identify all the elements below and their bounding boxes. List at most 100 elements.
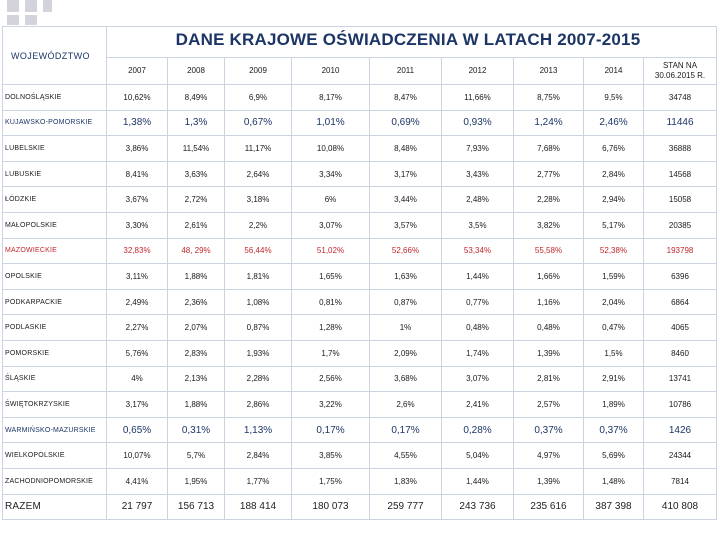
region-name: POMORSKIE xyxy=(2,339,107,367)
region-name: PODLASKIE xyxy=(2,314,107,341)
year-header: 2010 xyxy=(291,57,370,85)
percentage-cell: 0,69% xyxy=(369,109,442,137)
percentage-cell: 1,44% xyxy=(441,263,514,290)
table-row: MAŁOPOLSKIE 3,30% 2,61% 2,2% 3,07% 3,57% 3,5% 3… xyxy=(2,211,718,239)
percentage-cell: 2,13% xyxy=(167,365,225,393)
region-name: DOLNOŚLĄSKIE xyxy=(2,84,107,111)
percentage-cell: 0,48% xyxy=(513,314,584,341)
percentage-cell: 1,28% xyxy=(291,314,370,341)
percentage-cell: 53,34% xyxy=(441,237,514,265)
percentage-cell: 188 414 xyxy=(224,493,292,521)
percentage-cell: 8,75% xyxy=(513,84,584,111)
percentage-cell: 3,67% xyxy=(106,186,168,213)
percentage-cell: 0,48% xyxy=(441,314,514,341)
percentage-cell: 6,9% xyxy=(224,84,292,111)
percentage-cell: 5,04% xyxy=(441,442,514,469)
percentage-cell: 1,66% xyxy=(513,263,584,290)
region-name: ŁÓDZKIE xyxy=(2,186,107,213)
percentage-cell: 2,83% xyxy=(167,339,225,367)
percentage-cell: 0,37% xyxy=(583,416,644,444)
percentage-cell: 3,57% xyxy=(369,211,442,239)
total-row: RAZEM 21 797 156 713 188 414 180 073 259 777 2… xyxy=(2,493,718,521)
status-count-cell: 14568 xyxy=(642,160,718,188)
percentage-cell: 0,28% xyxy=(441,416,514,444)
percentage-cell: 4% xyxy=(106,365,168,393)
percentage-cell: 2,28% xyxy=(224,365,292,393)
percentage-cell: 243 736 xyxy=(441,493,514,521)
percentage-cell: 3,11% xyxy=(106,263,168,290)
percentage-cell: 0,87% xyxy=(224,314,292,341)
percentage-cell: 0,65% xyxy=(106,416,168,444)
percentage-cell: 2,77% xyxy=(513,160,584,188)
corner-decoration xyxy=(7,0,53,26)
percentage-cell: 5,7% xyxy=(167,442,225,469)
percentage-cell: 3,17% xyxy=(369,160,442,188)
status-count-cell: 193798 xyxy=(642,237,718,265)
percentage-cell: 2,07% xyxy=(167,314,225,341)
percentage-cell: 2,46% xyxy=(583,109,644,137)
status-count-cell: 10786 xyxy=(642,391,718,418)
percentage-cell: 1,88% xyxy=(167,391,225,418)
region-name: ZACHODNIOPOMORSKIE xyxy=(2,467,107,495)
percentage-cell: 8,17% xyxy=(291,84,370,111)
percentage-cell: 2,27% xyxy=(106,314,168,341)
status-date-header-line: 30.06.2015 R. xyxy=(654,71,706,80)
table-row: DOLNOŚLĄSKIE 10,62% 8,49% 6,9% 8,17% 8,47% 11,… xyxy=(2,84,718,111)
region-name: OPOLSKIE xyxy=(2,263,107,290)
percentage-cell: 2,57% xyxy=(513,391,584,418)
percentage-cell: 1,44% xyxy=(441,467,514,495)
percentage-cell: 0,17% xyxy=(291,416,370,444)
percentage-cell: 5,76% xyxy=(106,339,168,367)
percentage-cell: 156 713 xyxy=(167,493,225,521)
percentage-cell: 2,41% xyxy=(441,391,514,418)
status-count-cell: 20385 xyxy=(642,211,718,239)
percentage-cell: 3,85% xyxy=(291,442,370,469)
table-row: PODLASKIE 2,27% 2,07% 0,87% 1,28% 1% 0,48% 0,48… xyxy=(2,314,718,341)
percentage-cell: 2,6% xyxy=(369,391,442,418)
percentage-cell: 1,01% xyxy=(291,109,370,137)
percentage-cell: 3,07% xyxy=(441,365,514,393)
percentage-cell: 4,41% xyxy=(106,467,168,495)
percentage-cell: 10,08% xyxy=(291,135,370,162)
percentage-cell: 1,95% xyxy=(167,467,225,495)
percentage-cell: 11,66% xyxy=(441,84,514,111)
status-count-cell: 6396 xyxy=(642,263,718,290)
region-name: MAZOWIECKIE xyxy=(2,237,107,265)
status-count-cell: 1426 xyxy=(642,416,718,444)
percentage-cell: 2,28% xyxy=(513,186,584,213)
percentage-cell: 1,3% xyxy=(167,109,225,137)
percentage-cell: 2,84% xyxy=(224,442,292,469)
percentage-cell: 11,17% xyxy=(224,135,292,162)
percentage-cell: 2,72% xyxy=(167,186,225,213)
status-count-cell: 36888 xyxy=(642,135,718,162)
percentage-cell: 2,64% xyxy=(224,160,292,188)
percentage-cell: 1,39% xyxy=(513,339,584,367)
percentage-cell: 3,86% xyxy=(106,135,168,162)
status-count-cell: 4065 xyxy=(642,314,718,341)
percentage-cell: 0,47% xyxy=(583,314,644,341)
percentage-cell: 56,44% xyxy=(224,237,292,265)
percentage-cell: 0,81% xyxy=(291,288,370,316)
percentage-cell: 4,97% xyxy=(513,442,584,469)
percentage-cell: 1,63% xyxy=(369,263,442,290)
percentage-cell: 180 073 xyxy=(291,493,370,521)
percentage-cell: 0,31% xyxy=(167,416,225,444)
percentage-cell: 11,54% xyxy=(167,135,225,162)
percentage-cell: 3,63% xyxy=(167,160,225,188)
percentage-cell: 1,83% xyxy=(369,467,442,495)
table-row: MAZOWIECKIE 32,83% 48, 29% 56,44% 51,02% 52,6… xyxy=(2,237,718,265)
percentage-cell: 2,84% xyxy=(583,160,644,188)
percentage-cell: 48, 29% xyxy=(167,237,225,265)
status-count-cell: 34748 xyxy=(642,84,718,111)
percentage-cell: 7,93% xyxy=(441,135,514,162)
percentage-cell: 1,81% xyxy=(224,263,292,290)
region-name: MAŁOPOLSKIE xyxy=(2,211,107,239)
percentage-cell: 1,13% xyxy=(224,416,292,444)
status-date-header: STAN NA 30.06.2015 R. xyxy=(642,57,718,85)
percentage-cell: 1,74% xyxy=(441,339,514,367)
percentage-cell: 1,24% xyxy=(513,109,584,137)
region-name: PODKARPACKIE xyxy=(2,288,107,316)
region-name: WARMIŃSKO-MAZURSKIE xyxy=(2,416,107,444)
table-row: PODKARPACKIE 2,49% 2,36% 1,08% 0,81% 0,87% 0,7… xyxy=(2,288,718,316)
year-header: 2012 xyxy=(441,57,514,85)
